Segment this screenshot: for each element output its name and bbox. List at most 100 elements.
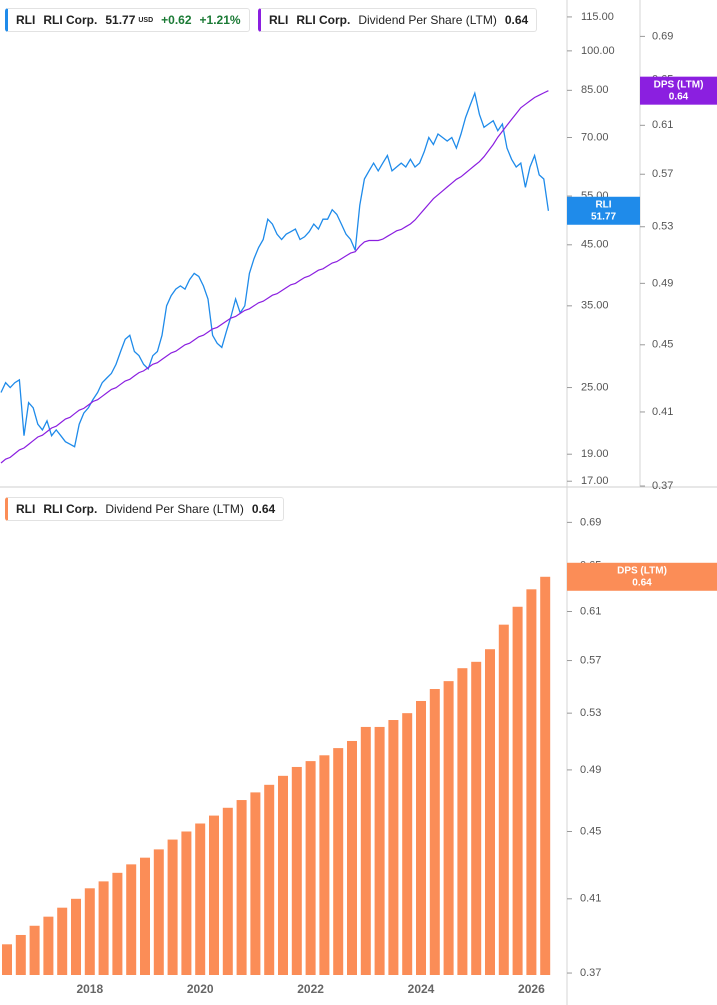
end-label-name: DPS (LTM)	[654, 79, 704, 90]
legend-change: +0.62	[161, 13, 192, 27]
legend-change-pct: +1.21%	[199, 13, 241, 27]
bar	[388, 720, 399, 975]
bar	[264, 784, 275, 975]
bar	[278, 775, 288, 975]
bar	[98, 881, 109, 975]
bar	[15, 934, 26, 975]
y-tick-label: 115.00	[581, 11, 614, 23]
x-tick-label: 2018	[76, 982, 103, 996]
legend-metric: Dividend Per Share (LTM)	[358, 13, 497, 27]
bar	[29, 925, 40, 975]
y-tick-label: 0.57	[652, 168, 673, 180]
end-label-value: 0.64	[632, 577, 652, 588]
y-tick-label: 25.00	[581, 381, 609, 393]
legend-currency: USD	[138, 16, 154, 24]
legend: RLI RLI Corp. 51.77 USD +0.62 +1.21%	[5, 8, 250, 32]
x-tick-label: 2024	[408, 982, 435, 996]
bar	[84, 888, 95, 975]
bar	[443, 681, 454, 975]
y-tick-label: 0.41	[652, 406, 673, 418]
y-tick-label: 0.57	[580, 654, 601, 666]
bar	[457, 668, 468, 975]
bar	[222, 807, 233, 975]
end-label-name: DPS (LTM)	[617, 565, 667, 576]
y-tick-label: 0.41	[580, 893, 601, 905]
bar	[57, 907, 68, 975]
legend-ticker: RLI	[16, 502, 36, 516]
end-label-value: 51.77	[591, 211, 616, 222]
bar	[209, 815, 219, 975]
bar	[71, 898, 81, 975]
bar	[250, 792, 261, 975]
series-line	[0, 90, 549, 464]
bar	[112, 872, 123, 975]
bar	[540, 576, 551, 975]
end-label-box	[567, 562, 717, 591]
bar	[305, 761, 316, 975]
y-tick-label: 0.37	[652, 480, 673, 492]
bar	[43, 916, 54, 975]
legend-company: RLI Corp.	[43, 502, 98, 516]
legend-ticker: RLI	[269, 13, 289, 27]
bar	[429, 689, 440, 975]
legend-company: RLI Corp.	[296, 13, 351, 27]
series-line	[0, 90, 550, 448]
legend-company: RLI Corp.	[43, 13, 98, 27]
end-label-name: RLI	[595, 199, 611, 210]
y-tick-label: 0.61	[652, 119, 673, 131]
x-tick-label: 2022	[297, 982, 324, 996]
legend-price: 51.77	[105, 13, 136, 27]
bar	[485, 649, 495, 975]
bar	[181, 831, 192, 975]
y-tick-label: 0.49	[580, 764, 601, 776]
legend-metric: Dividend Per Share (LTM)	[105, 502, 244, 516]
bar	[333, 748, 344, 975]
legend-ticker: RLI	[16, 13, 36, 27]
y-tick-label: 45.00	[581, 239, 609, 251]
bar	[126, 864, 137, 975]
y-tick-label: 0.45	[652, 339, 673, 351]
y-tick-label: 17.00	[581, 475, 609, 487]
bar	[416, 700, 426, 975]
bar	[512, 606, 523, 975]
bar	[374, 726, 385, 975]
x-tick-label: 2020	[187, 982, 214, 996]
bar	[236, 800, 247, 975]
y-tick-label: 85.00	[581, 84, 609, 96]
legend-value: 0.64	[251, 502, 276, 516]
y-tick-label: 70.00	[581, 131, 609, 143]
bar	[319, 755, 330, 975]
y-tick-label: 0.49	[652, 277, 673, 289]
y-tick-label: 100.00	[581, 45, 615, 57]
y-tick-label: 0.45	[580, 825, 601, 837]
x-tick-label: 2026	[518, 982, 545, 996]
bar	[291, 766, 302, 975]
bar	[195, 823, 206, 975]
end-label-box	[567, 196, 640, 225]
bar	[498, 624, 509, 975]
y-tick-label: 0.69	[652, 30, 673, 42]
legend-value: 0.64	[504, 13, 529, 27]
end-label-value: 0.64	[669, 91, 689, 102]
end-label-box	[640, 76, 717, 105]
bar	[360, 726, 371, 975]
y-tick-label: 0.37	[580, 967, 601, 979]
y-tick-label: 0.61	[580, 605, 601, 617]
y-tick-label: 19.00	[581, 448, 609, 460]
legend: RLI RLI Corp. Dividend Per Share (LTM) 0…	[5, 497, 285, 521]
bar	[347, 740, 357, 975]
y-tick-label: 0.69	[580, 516, 601, 528]
y-tick-label: 35.00	[581, 300, 609, 312]
y-tick-label: 0.53	[580, 707, 601, 719]
bar	[2, 944, 12, 975]
bar	[167, 839, 178, 975]
bar	[153, 849, 164, 975]
bar	[402, 713, 413, 975]
bar	[526, 589, 537, 975]
y-tick-label: 0.53	[652, 221, 673, 233]
legend: RLI RLI Corp. Dividend Per Share (LTM) 0…	[258, 8, 538, 32]
bar	[471, 661, 482, 975]
bar	[140, 857, 150, 975]
